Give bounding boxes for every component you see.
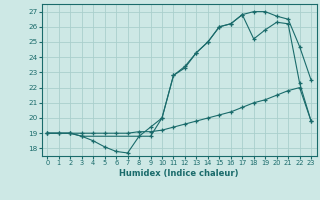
X-axis label: Humidex (Indice chaleur): Humidex (Indice chaleur) — [119, 169, 239, 178]
